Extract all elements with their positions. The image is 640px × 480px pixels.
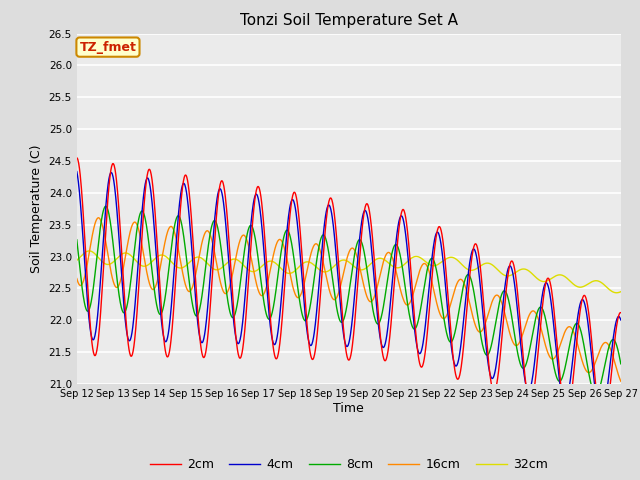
16cm [181, 280, 189, 286]
16cm [95, 215, 102, 221]
Line: 4cm: 4cm [77, 171, 621, 416]
X-axis label: Time: Time [333, 402, 364, 415]
8cm [592, 392, 600, 397]
16cm [434, 303, 442, 309]
Line: 2cm: 2cm [77, 158, 621, 428]
Legend: 2cm, 4cm, 8cm, 16cm, 32cm: 2cm, 4cm, 8cm, 16cm, 32cm [145, 453, 553, 476]
Y-axis label: Soil Temperature (C): Soil Temperature (C) [30, 144, 43, 273]
8cm [73, 237, 81, 243]
Line: 16cm: 16cm [77, 218, 621, 381]
16cm [617, 378, 625, 384]
8cm [553, 374, 561, 380]
32cm [255, 266, 263, 272]
2cm [180, 173, 188, 179]
2cm [617, 310, 625, 315]
32cm [181, 264, 189, 269]
4cm [180, 181, 188, 187]
4cm [194, 320, 202, 326]
2cm [433, 229, 441, 235]
8cm [505, 297, 513, 303]
32cm [553, 273, 561, 278]
32cm [505, 273, 513, 279]
32cm [613, 290, 621, 296]
32cm [195, 254, 202, 260]
8cm [434, 273, 442, 278]
2cm [552, 331, 560, 337]
8cm [181, 242, 189, 248]
16cm [195, 259, 202, 264]
4cm [73, 168, 81, 174]
4cm [552, 347, 560, 353]
16cm [73, 276, 81, 281]
32cm [73, 257, 81, 263]
8cm [195, 311, 202, 317]
2cm [73, 155, 81, 161]
2cm [599, 425, 607, 431]
4cm [255, 198, 262, 204]
32cm [85, 248, 93, 254]
8cm [102, 204, 109, 209]
8cm [255, 262, 263, 268]
16cm [505, 326, 513, 332]
Line: 32cm: 32cm [77, 251, 621, 293]
2cm [504, 271, 512, 277]
Line: 8cm: 8cm [77, 206, 621, 395]
32cm [617, 289, 625, 295]
8cm [617, 361, 625, 367]
32cm [434, 262, 442, 268]
16cm [553, 352, 561, 358]
4cm [433, 229, 441, 235]
2cm [255, 184, 262, 190]
Text: TZ_fmet: TZ_fmet [79, 41, 136, 54]
4cm [617, 317, 625, 323]
Title: Tonzi Soil Temperature Set A: Tonzi Soil Temperature Set A [240, 13, 458, 28]
4cm [597, 413, 605, 419]
4cm [504, 266, 512, 272]
16cm [255, 289, 263, 295]
2cm [194, 311, 202, 316]
